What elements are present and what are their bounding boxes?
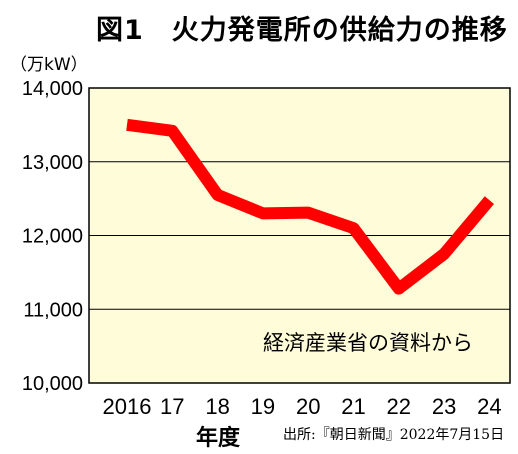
x-tick-label: 17 [160, 394, 184, 419]
x-tick-label: 19 [251, 394, 275, 419]
chart-title: 図1 火力発電所の供給力の推移 [96, 15, 508, 46]
series-line [126, 118, 494, 295]
y-axis-ticks: 10,000 11,000 12,000 13,000 14,000 [22, 78, 83, 395]
y-tick-label: 12,000 [22, 226, 83, 248]
y-tick-label: 13,000 [22, 152, 83, 174]
unit-label: （万kW） [10, 55, 88, 75]
x-tick-label: 24 [477, 394, 501, 419]
source-credit: 出所:『朝日新聞』2022年7月15日 [283, 427, 505, 443]
x-tick-label: 22 [387, 394, 411, 419]
chart-annotation: 経済産業省の資料から [263, 331, 473, 355]
y-tick-label: 14,000 [22, 78, 83, 100]
y-tick-label: 11,000 [23, 299, 83, 321]
x-tick-label: 18 [205, 394, 229, 419]
y-tick-label: 10,000 [22, 373, 83, 395]
x-tick-label: 2016 [103, 394, 152, 419]
x-tick-label: 23 [432, 394, 456, 419]
x-tick-label: 20 [296, 394, 320, 419]
x-axis-label: 年度 [196, 426, 241, 451]
grid-lines [89, 161, 510, 310]
x-axis-ticks: 2016 17 18 19 20 21 22 23 24 [103, 394, 502, 419]
x-tick-label: 21 [341, 394, 365, 419]
